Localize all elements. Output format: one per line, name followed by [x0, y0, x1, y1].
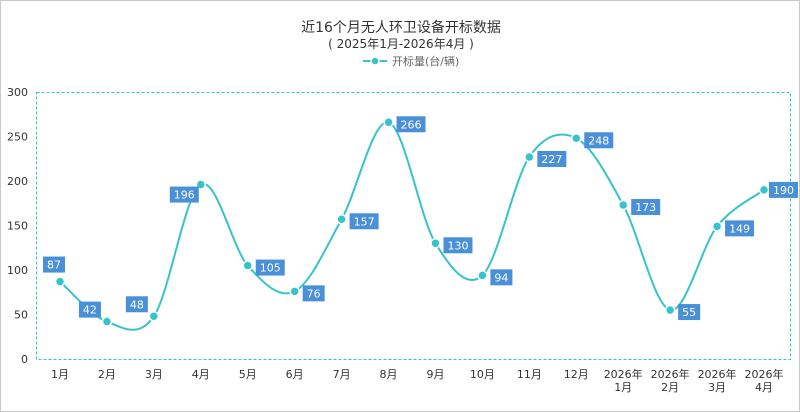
data-point	[289, 286, 300, 297]
data-label: 227	[541, 153, 562, 166]
y-tick-label: 300	[7, 86, 28, 99]
x-tick-label: 2026年 2月	[651, 367, 690, 394]
data-label-box	[725, 220, 755, 237]
data-point	[758, 184, 770, 196]
data-label-box	[302, 285, 325, 302]
data-point	[571, 133, 582, 144]
y-axis: 0 50 100 150 200 250 300	[7, 86, 28, 366]
x-tick-label: 7月	[333, 368, 351, 381]
data-label: 48	[130, 298, 144, 311]
data-label-box	[678, 304, 701, 321]
data-point	[617, 199, 629, 211]
data-point	[711, 221, 723, 232]
series-line	[59, 121, 765, 331]
data-label: 248	[588, 134, 609, 147]
data-label: 55	[682, 306, 696, 319]
data-label: 42	[83, 304, 97, 317]
data-point	[430, 238, 441, 249]
y-tick-label: 150	[7, 220, 28, 233]
data-label: 149	[729, 222, 750, 235]
data-point	[242, 260, 253, 271]
data-label: 87	[47, 259, 61, 272]
data-label-box	[769, 181, 798, 198]
x-tick-label: 11月	[517, 368, 542, 381]
data-point	[101, 316, 113, 327]
y-tick-label: 200	[7, 175, 28, 188]
data-label-box	[349, 213, 379, 230]
data-labels: 87 42 48 196 105 76 157 266 130 94 227 248 173 55 149 1…	[43, 116, 798, 321]
x-tick-label: 2026年 3月	[698, 367, 737, 394]
x-tick-label: 10月	[470, 368, 495, 381]
chart-subtitle: ( 2025年1月-2026年4月 )	[328, 37, 474, 51]
chart-title: 近16个月无人环卫设备开标数据	[301, 19, 501, 36]
data-point	[336, 214, 347, 225]
legend: 开标量(台/辆)	[363, 54, 459, 68]
data-label-box	[490, 269, 513, 286]
x-tick-label: 1月	[51, 368, 69, 381]
data-label: 105	[260, 262, 281, 275]
x-tick-label: 2月	[98, 368, 116, 381]
data-label: 173	[635, 201, 656, 214]
x-tick-label: 4月	[192, 368, 210, 381]
y-tick-label: 50	[14, 309, 28, 322]
data-label-box	[125, 296, 148, 313]
legend-label: 开标量(台/辆)	[392, 54, 459, 68]
y-tick-label: 0	[21, 353, 28, 366]
data-label: 157	[354, 215, 375, 228]
data-label-box	[255, 259, 285, 276]
data-label: 190	[773, 184, 794, 197]
x-tick-label: 6月	[286, 368, 304, 381]
data-label: 266	[401, 118, 422, 131]
x-tick-label: 5月	[239, 368, 257, 381]
data-label: 94	[494, 271, 508, 284]
data-label-box	[396, 116, 426, 133]
data-label: 130	[447, 239, 468, 252]
data-label-box	[78, 301, 101, 318]
y-tick-label: 250	[7, 131, 28, 144]
data-point	[477, 270, 488, 281]
data-label: 196	[174, 189, 195, 202]
x-tick-label: 12月	[564, 368, 589, 381]
data-label: 76	[307, 287, 321, 300]
x-tick-label: 3月	[145, 368, 163, 381]
x-tick-label: 9月	[426, 368, 444, 381]
y-tick-label: 100	[7, 264, 28, 277]
data-point	[148, 311, 160, 322]
data-point	[664, 304, 676, 316]
data-label-box	[443, 237, 473, 254]
data-point	[383, 117, 394, 128]
x-tick-label: 2026年 4月	[745, 367, 784, 394]
data-label-box	[169, 186, 199, 203]
x-tick-label: 2026年 1月	[604, 367, 643, 394]
data-label-box	[584, 132, 614, 149]
data-point	[524, 151, 535, 163]
data-point	[54, 276, 66, 287]
x-tick-label: 8月	[380, 368, 398, 381]
data-label-box	[631, 199, 661, 216]
data-label-box	[537, 150, 567, 167]
legend-marker-swatch	[370, 56, 380, 66]
x-axis: 1月 2月 3月 4月 5月 6月 7月 8月 9月 10月 11月 12月 2026年 1月 2026年 2…	[51, 367, 784, 394]
plot-area-border	[36, 92, 791, 360]
data-label-box	[43, 256, 65, 273]
